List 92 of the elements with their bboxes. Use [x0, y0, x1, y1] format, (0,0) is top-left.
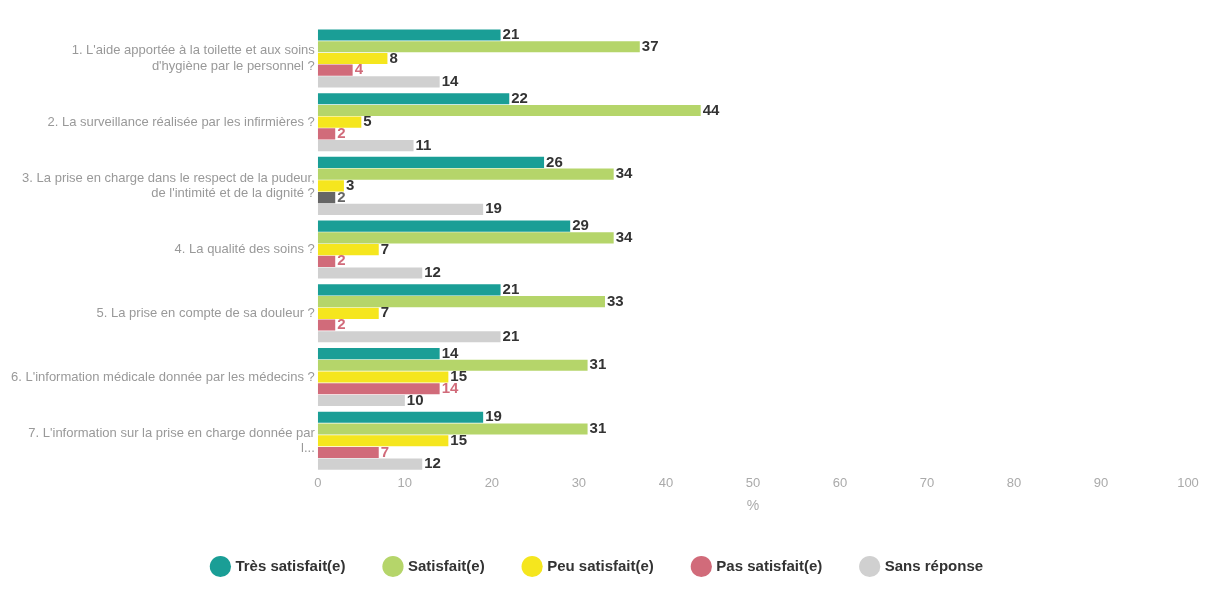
data-label: 7 — [380, 303, 390, 321]
data-label: 21 — [502, 280, 520, 298]
bar — [317, 411, 484, 423]
x-tick-label: 20 — [484, 474, 500, 490]
data-label: 7 — [380, 442, 390, 460]
data-label: 15 — [450, 430, 468, 448]
bar — [317, 284, 501, 296]
data-label: 14 — [441, 72, 459, 90]
bar — [317, 93, 510, 105]
x-tick-label: 0 — [314, 474, 322, 490]
data-label: 44 — [702, 100, 721, 118]
data-label: 31 — [589, 355, 607, 373]
y-tick-label: 7. L'information sur la prise en charge donnée par l... — [28, 424, 316, 456]
bar — [317, 232, 614, 244]
bar — [317, 446, 379, 459]
data-label: 2 — [337, 251, 346, 269]
data-label: 2 — [337, 187, 346, 205]
y-tick-label: 4. La qualité des soins ? — [174, 241, 315, 257]
bar — [317, 104, 701, 117]
bar — [317, 128, 336, 140]
bar — [317, 140, 414, 152]
bar — [317, 383, 440, 395]
bar — [317, 371, 449, 383]
data-label: 3 — [345, 176, 355, 194]
x-tick-label: 80 — [1006, 474, 1022, 490]
bar — [317, 319, 336, 331]
data-label: 29 — [572, 216, 589, 234]
data-label: 21 — [502, 326, 520, 344]
bar — [317, 423, 588, 435]
x-tick-label: 30 — [571, 474, 587, 490]
bar — [317, 41, 640, 53]
legend-label: Peu satisfait(e) — [547, 556, 654, 574]
data-label: 5 — [363, 112, 372, 130]
data-label: 2 — [337, 124, 346, 142]
x-tick-label: 10 — [397, 474, 413, 490]
x-tick-label: 100 — [1177, 474, 1199, 490]
data-label: 26 — [546, 152, 563, 170]
bar — [317, 156, 545, 169]
legend-label: Satisfait(e) — [407, 556, 485, 574]
y-tick-label: 1. L'aide apportée à la toilette et aux soins d'hygiène par le personnel ? — [71, 42, 316, 73]
bar — [317, 220, 571, 232]
data-label: 4 — [354, 60, 364, 78]
data-label: 11 — [415, 135, 432, 153]
data-label: 19 — [485, 199, 502, 217]
bar — [317, 458, 423, 470]
bar — [317, 435, 449, 447]
y-tick-label: 2. La surveillance réalisée par les infirmières ? — [47, 113, 315, 129]
bar — [317, 244, 379, 256]
bar — [317, 267, 423, 279]
legend-label: Très satisfait(e) — [235, 556, 346, 574]
bar — [317, 52, 388, 65]
bar — [317, 29, 501, 41]
data-label: 12 — [424, 263, 441, 281]
data-label: 31 — [589, 419, 607, 437]
legend-label: Sans réponse — [884, 556, 984, 574]
bar — [317, 64, 353, 76]
legend-label: Pas satisfait(e) — [716, 556, 823, 574]
data-label: 22 — [511, 88, 528, 106]
x-axis-title: % — [746, 497, 760, 514]
data-label: 37 — [641, 36, 659, 54]
bar — [317, 203, 484, 215]
data-label: 2 — [337, 315, 346, 333]
data-label: 34 — [615, 164, 634, 182]
bar — [317, 192, 336, 204]
bar — [317, 76, 440, 88]
bar — [317, 348, 440, 360]
bar — [317, 307, 379, 319]
bar — [317, 394, 405, 407]
y-tick-label: 6. L'information médicale donnée par les médecins ? — [11, 368, 315, 384]
data-label: 12 — [424, 454, 441, 472]
x-tick-label: 40 — [658, 474, 674, 490]
bar — [317, 180, 344, 192]
y-tick-label: 3. La prise en charge dans le respect de la pudeur, de l'intimité et de la dignité ? — [22, 169, 315, 201]
x-tick-label: 60 — [832, 474, 848, 490]
x-tick-label: 90 — [1093, 474, 1109, 490]
data-label: 7 — [380, 239, 390, 257]
data-label: 8 — [389, 48, 398, 66]
data-label: 21 — [502, 25, 520, 43]
y-tick-label: 5. La prise en compte de sa douleur ? — [96, 304, 315, 320]
bar — [317, 331, 501, 343]
bar — [317, 116, 362, 128]
bar — [317, 359, 588, 371]
data-label: 34 — [615, 228, 634, 246]
bar — [317, 168, 614, 180]
data-label: 19 — [485, 407, 502, 425]
bar — [317, 255, 336, 267]
data-label: 10 — [406, 390, 424, 408]
data-label: 33 — [606, 291, 624, 309]
data-label: 14 — [441, 343, 459, 361]
x-tick-label: 50 — [745, 474, 761, 490]
bar — [317, 296, 605, 308]
x-tick-label: 70 — [919, 474, 935, 490]
